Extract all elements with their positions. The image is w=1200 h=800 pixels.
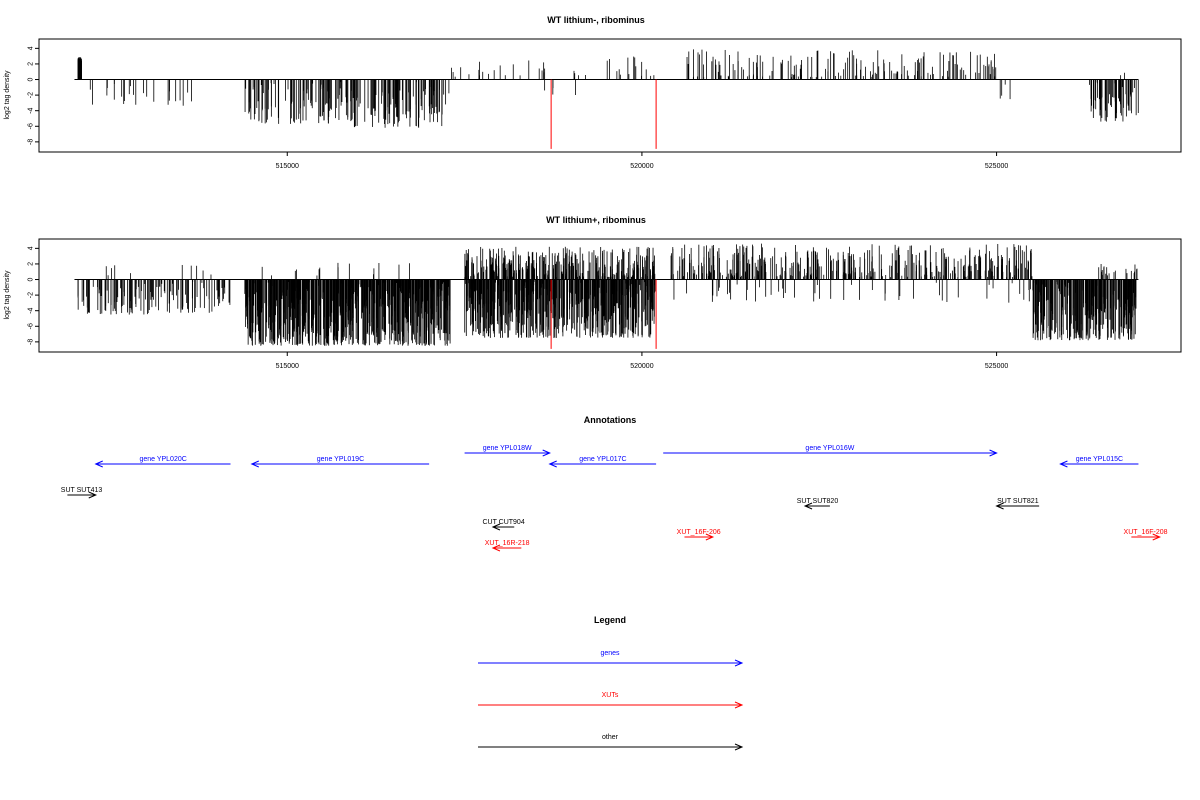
feature-label: gene YPL015C <box>1076 456 1123 463</box>
x-tick-label: 525000 <box>985 363 1008 370</box>
track-panel-lithium-plus: WT lithium+, ribominus log2 tag density … <box>4 215 1182 370</box>
y-tick-label: 2 <box>28 62 35 66</box>
arrowhead <box>734 743 744 751</box>
arrowhead <box>94 460 103 468</box>
arrowhead <box>734 659 744 667</box>
y-axis-label: log2 tag density <box>4 270 11 320</box>
annotation-feature: gene YPL015C <box>1059 456 1139 468</box>
y-tick-label: -4 <box>28 107 35 113</box>
y-tick-label: -6 <box>28 123 35 129</box>
legend-label: genes <box>600 650 620 657</box>
arrowhead <box>548 460 557 468</box>
annotation-feature: XUT_16F-208 <box>1124 529 1168 541</box>
y-tick-label: -4 <box>28 307 35 313</box>
annotation-feature: gene YPL019C <box>250 456 430 468</box>
arrowhead <box>491 523 501 531</box>
feature-label: XUT_16F-206 <box>677 529 721 536</box>
annotation-feature: SUT SUT413 <box>61 487 103 499</box>
legend-title: Legend <box>594 615 626 625</box>
annotation-feature: gene YPL020C <box>94 456 231 468</box>
x-tick-label: 525000 <box>985 163 1008 170</box>
arrowhead <box>1152 533 1161 541</box>
arrowhead <box>995 502 1004 510</box>
y-tick-label: 0 <box>28 77 35 81</box>
annotation-feature: CUT CUT904 <box>482 519 525 531</box>
arrowhead <box>250 460 259 468</box>
y-tick-label: -8 <box>28 339 35 345</box>
feature-label: gene YPL016W <box>805 445 854 452</box>
annotation-feature: SUT SUT821 <box>995 498 1040 510</box>
y-axis-label: log2 tag density <box>4 70 11 120</box>
legend-label: XUTs <box>602 692 619 699</box>
x-tick-label: 515000 <box>276 163 299 170</box>
annotations-track: Annotations gene YPL020C gene YPL019C gene… <box>61 415 1168 552</box>
feature-label: SUT SUT821 <box>997 498 1039 505</box>
chart-title: WT lithium-, ribominus <box>547 15 645 25</box>
annotation-feature: gene YPL016W <box>663 445 998 457</box>
arrowhead <box>1059 460 1068 468</box>
feature-label: gene YPL020C <box>139 456 186 463</box>
y-tick-label: 4 <box>28 46 35 50</box>
annotation-feature: XUT_16F-206 <box>677 529 721 541</box>
feature-label: XUT_16R-218 <box>485 540 530 547</box>
x-tick-label: 515000 <box>276 363 299 370</box>
legend-label: other <box>602 734 619 741</box>
feature-label: SUT SUT820 <box>797 498 839 505</box>
feature-label: XUT_16F-208 <box>1124 529 1168 536</box>
annotation-feature: gene YPL018W <box>464 445 551 457</box>
feature-label: gene YPL018W <box>483 445 532 452</box>
y-tick-label: -8 <box>28 139 35 145</box>
feature-label: gene YPL019C <box>317 456 364 463</box>
y-tick-label: 0 <box>28 277 35 281</box>
legend-item: other <box>478 734 744 751</box>
plot-frame <box>38 238 1182 353</box>
arrowhead <box>734 701 744 709</box>
chart-title: WT lithium+, ribominus <box>546 215 646 225</box>
arrowhead <box>705 533 715 541</box>
y-tick-label: -6 <box>28 323 35 329</box>
y-tick-label: 2 <box>28 262 35 266</box>
annotation-feature: SUT SUT820 <box>797 498 839 510</box>
annotation-feature: XUT_16R-218 <box>485 540 530 552</box>
y-tick-label: 4 <box>28 246 35 250</box>
x-tick-label: 520000 <box>630 363 653 370</box>
y-tick-label: -2 <box>28 292 35 298</box>
arrowhead <box>803 502 813 510</box>
annotation-feature: gene YPL017C <box>548 456 657 468</box>
legend: Legend genes XUTs other <box>478 615 744 751</box>
x-tick-label: 520000 <box>630 163 653 170</box>
legend-item: XUTs <box>478 692 744 709</box>
arrowhead <box>989 449 998 457</box>
track-panel-lithium-minus: WT lithium-, ribominus log2 tag density … <box>4 15 1182 170</box>
feature-label: SUT SUT413 <box>61 487 103 494</box>
feature-label: gene YPL017C <box>579 456 626 463</box>
arrowhead <box>491 544 501 552</box>
arrowhead <box>88 491 98 499</box>
legend-item: genes <box>478 650 744 667</box>
feature-label: CUT CUT904 <box>482 519 524 526</box>
y-tick-label: -2 <box>28 92 35 98</box>
arrowhead <box>542 449 551 457</box>
annotations-title: Annotations <box>584 415 637 425</box>
